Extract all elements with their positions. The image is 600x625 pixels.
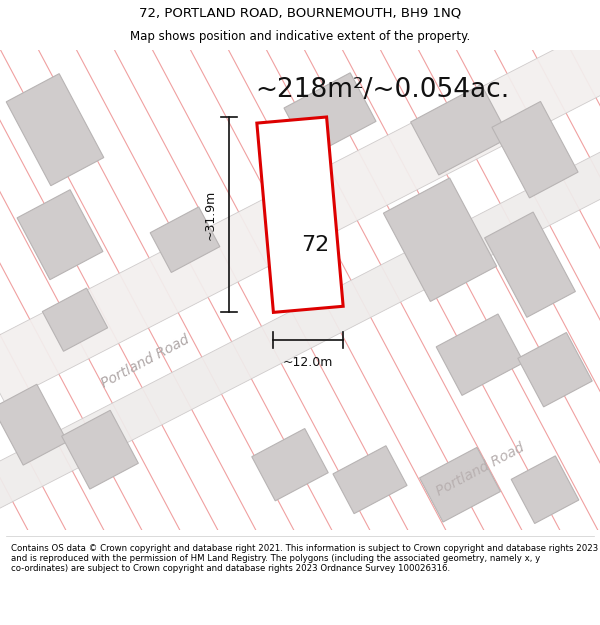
Polygon shape bbox=[333, 446, 407, 514]
Text: ~31.9m: ~31.9m bbox=[204, 189, 217, 240]
Text: Portland Road: Portland Road bbox=[434, 441, 526, 499]
Polygon shape bbox=[284, 72, 376, 157]
Polygon shape bbox=[383, 178, 497, 301]
Polygon shape bbox=[436, 314, 524, 396]
Polygon shape bbox=[62, 410, 139, 489]
Text: ~218m²/~0.054ac.: ~218m²/~0.054ac. bbox=[255, 77, 509, 102]
Polygon shape bbox=[0, 384, 67, 465]
Text: Portland Road: Portland Road bbox=[98, 332, 191, 391]
Polygon shape bbox=[419, 448, 500, 522]
Text: ~12.0m: ~12.0m bbox=[283, 356, 334, 369]
Polygon shape bbox=[17, 190, 103, 279]
Text: Map shows position and indicative extent of the property.: Map shows position and indicative extent… bbox=[130, 30, 470, 43]
Polygon shape bbox=[252, 429, 328, 501]
Polygon shape bbox=[511, 456, 579, 524]
Text: 72: 72 bbox=[301, 234, 329, 254]
Polygon shape bbox=[6, 74, 104, 186]
Polygon shape bbox=[0, 28, 600, 402]
Polygon shape bbox=[518, 332, 592, 407]
Text: Contains OS data © Crown copyright and database right 2021. This information is : Contains OS data © Crown copyright and d… bbox=[11, 544, 598, 573]
Polygon shape bbox=[257, 117, 343, 312]
Polygon shape bbox=[410, 84, 509, 175]
Polygon shape bbox=[492, 101, 578, 198]
Polygon shape bbox=[43, 288, 107, 351]
Text: 72, PORTLAND ROAD, BOURNEMOUTH, BH9 1NQ: 72, PORTLAND ROAD, BOURNEMOUTH, BH9 1NQ bbox=[139, 6, 461, 19]
Polygon shape bbox=[0, 152, 600, 508]
Polygon shape bbox=[150, 207, 220, 272]
Polygon shape bbox=[485, 212, 575, 318]
